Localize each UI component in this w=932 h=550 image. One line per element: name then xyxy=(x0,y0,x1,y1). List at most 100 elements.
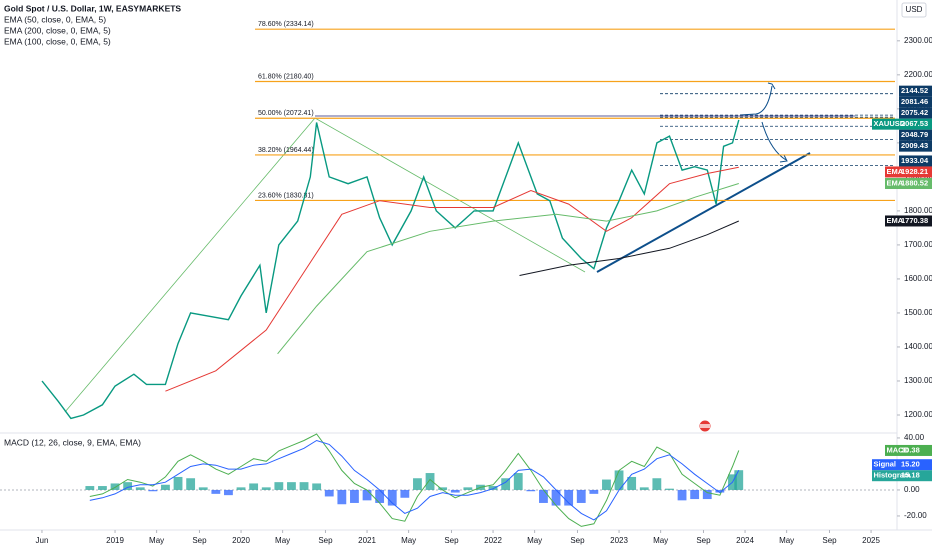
series-tag-label: MACD xyxy=(887,445,910,454)
price-tag-label: 1928.21 xyxy=(901,167,928,176)
histogram-bar xyxy=(161,484,170,490)
histogram-bar xyxy=(734,470,744,490)
histogram-bar xyxy=(249,483,259,490)
x-tick-label: 2025 xyxy=(862,536,880,545)
y-tick-label: 0.00 xyxy=(904,485,920,494)
series-line xyxy=(89,439,740,521)
unit-box[interactable] xyxy=(901,2,927,18)
price-tag-label: 15.18 xyxy=(901,471,920,480)
histogram-bar xyxy=(614,470,624,490)
histogram-bar xyxy=(337,489,347,505)
price-tag xyxy=(899,118,932,130)
indicator-legend: EMA (100, close, 0, EMA, 5) xyxy=(4,36,111,46)
price-tag xyxy=(899,459,932,471)
histogram-bar xyxy=(463,487,473,490)
up-arrowhead xyxy=(767,82,776,90)
histogram-bar xyxy=(425,473,435,490)
y-tick-label: 1800.00 xyxy=(904,206,932,215)
histogram-bar xyxy=(665,488,674,490)
x-tick-label: Sep xyxy=(444,536,459,545)
price-tag-label: 1933.04 xyxy=(901,156,929,165)
price-tag-label: 15.20 xyxy=(901,460,920,469)
fib-label: 78.60% (2334.14) xyxy=(258,21,314,28)
series-tag-label: EMA xyxy=(887,216,904,225)
series-tag-label: EMA xyxy=(887,167,904,176)
histogram-bar xyxy=(387,489,397,506)
y-tick-label: 1400.00 xyxy=(904,342,932,351)
histogram-bar xyxy=(85,486,95,490)
price-tag-label: 2067.53 xyxy=(901,119,928,128)
histogram-bar xyxy=(312,483,322,490)
histogram-bar xyxy=(198,487,208,490)
macd-title: MACD (12, 26, close, 9, EMA, EMA) xyxy=(4,437,141,447)
y-tick-label: 1200.00 xyxy=(904,410,932,419)
x-tick-label: May xyxy=(401,536,416,545)
histogram-bar xyxy=(639,487,649,490)
histogram-bar xyxy=(287,482,296,490)
price-tag xyxy=(899,470,932,482)
price-tag xyxy=(899,107,932,119)
series-tag xyxy=(885,215,899,227)
down-arrowhead xyxy=(779,154,788,163)
y-tick-label: 2200.00 xyxy=(904,70,932,79)
histogram-bar xyxy=(564,489,574,506)
histogram-bar xyxy=(173,476,183,490)
series-tag-label: XAUUSD xyxy=(874,119,906,128)
x-tick-label: Sep xyxy=(192,536,207,545)
series-line xyxy=(277,183,739,355)
histogram-bar xyxy=(274,482,284,490)
histogram-bar xyxy=(299,482,309,490)
price-tag-label: 2075.42 xyxy=(901,108,928,117)
x-tick-label: Sep xyxy=(570,536,585,545)
histogram-bar xyxy=(135,487,145,490)
histogram-bar xyxy=(413,478,422,490)
histogram-bar xyxy=(110,483,120,490)
y-tick-label: -20.00 xyxy=(904,511,927,520)
histogram-bar xyxy=(513,473,523,490)
y-tick-label: 2300.00 xyxy=(904,36,932,45)
histogram-bar xyxy=(375,489,385,503)
trend-line xyxy=(596,152,811,273)
price-tag xyxy=(899,444,932,456)
price-tag-label: 2048.79 xyxy=(901,130,928,139)
price-tag-label: 2081.46 xyxy=(901,97,928,106)
histogram-bar xyxy=(627,476,637,490)
series-tag-label: Histogram xyxy=(874,471,911,480)
y-tick-label: 1300.00 xyxy=(904,376,932,385)
x-tick-label: May xyxy=(275,536,290,545)
price-tag xyxy=(899,166,932,178)
y-tick-label: 1600.00 xyxy=(904,274,932,283)
price-tag xyxy=(899,140,932,152)
histogram-bar xyxy=(211,489,221,494)
fib-label: 38.20% (1964.44) xyxy=(258,147,314,154)
series-tag xyxy=(885,166,899,178)
histogram-bar xyxy=(261,487,271,490)
series-tag xyxy=(872,470,899,482)
unit-label: USD xyxy=(906,5,923,14)
histogram-bar xyxy=(551,489,561,506)
histogram-bar xyxy=(438,487,448,490)
x-tick-label: Sep xyxy=(696,536,711,545)
x-tick-label: Sep xyxy=(318,536,333,545)
histogram-bar xyxy=(123,482,133,490)
price-tag-label: 2144.52 xyxy=(901,86,928,95)
histogram-bar xyxy=(236,487,246,490)
y-tick-label: 1500.00 xyxy=(904,308,932,317)
x-tick-label: 2022 xyxy=(484,536,502,545)
price-tag xyxy=(899,215,932,227)
indicator-legend: EMA (50, close, 0, EMA, 5) xyxy=(4,14,106,24)
histogram-bar xyxy=(602,479,611,490)
series-line xyxy=(41,119,740,420)
x-tick-label: 2020 xyxy=(232,536,250,545)
histogram-bar xyxy=(589,489,599,494)
chart-title: Gold Spot / U.S. Dollar, 1W, EASYMARKETS xyxy=(4,3,181,13)
histogram-bar xyxy=(400,489,410,498)
x-tick-label: May xyxy=(653,536,668,545)
event-flag-stripe xyxy=(700,424,710,428)
x-tick-label: 2023 xyxy=(610,536,628,545)
series-tag xyxy=(872,118,899,130)
fib-label: 61.80% (2180.40) xyxy=(258,73,314,80)
histogram-bar xyxy=(350,489,359,503)
histogram-bar xyxy=(677,489,687,501)
